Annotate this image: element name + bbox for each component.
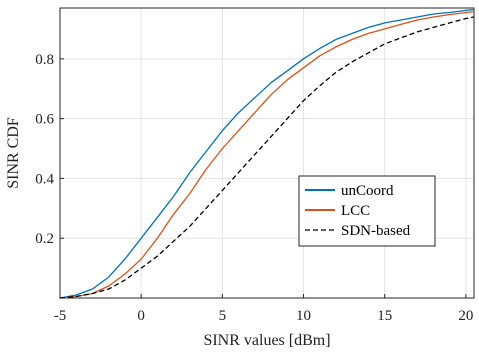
legend: unCoord LCC SDN-based [298,175,436,247]
grid-lines [60,8,474,298]
y-axis-ticks: 0.2 0.4 0.6 0.8 [35,52,64,247]
series-line-sdn-based [59,16,475,299]
x-tick-label: 10 [296,308,311,324]
x-axis-label: SINR values [dBm] [203,332,330,349]
y-tick-label: 0.6 [35,112,54,128]
y-axis-label: SINR CDF [5,117,22,189]
y-tick-label: 0.2 [35,231,54,247]
x-tick-label: -5 [54,308,67,324]
legend-entry-label: LCC [341,203,370,219]
x-tick-label: 0 [137,308,145,324]
y-tick-label: 0.8 [35,52,54,68]
y-tick-label: 0.4 [35,171,54,187]
series-line-uncoord [59,8,475,299]
x-tick-label: 20 [458,308,473,324]
plot-area-frame [59,7,475,299]
legend-entry-label: unCoord [341,183,394,199]
legend-entry-label: SDN-based [341,223,411,239]
x-tick-label: 5 [219,308,227,324]
series-lines [59,8,475,299]
x-axis-ticks: -5 0 5 10 15 20 [54,294,473,324]
series-line-lcc [59,10,475,299]
x-tick-label: 15 [377,308,392,324]
